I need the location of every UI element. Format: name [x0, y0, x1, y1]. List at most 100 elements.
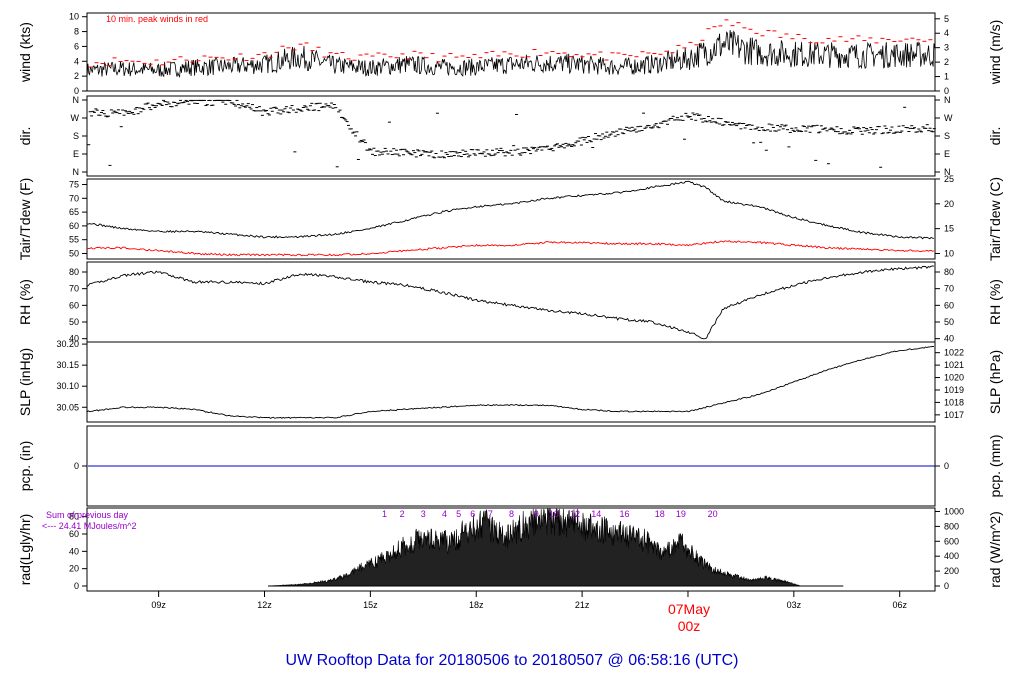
ylabel-left-temp: Tair/Tdew (F) — [17, 178, 33, 260]
tick-label-right-rh: 50 — [944, 317, 954, 327]
tick-label-right-rad: 400 — [944, 551, 959, 561]
tick-label-right-rh: 80 — [944, 267, 954, 277]
tick-label-right-slp: 1018 — [944, 397, 964, 407]
tick-label-left-rh: 70 — [69, 284, 79, 294]
rad-hour-mark: 3 — [421, 509, 426, 519]
tick-label-right-dir: S — [944, 131, 950, 141]
wind-peak-note: 10 min. peak winds in red — [106, 14, 208, 24]
x-tick-label: 18z — [469, 600, 484, 610]
panel-frame-wind — [86, 12, 936, 92]
rad-hour-mark: 5 — [456, 509, 461, 519]
tick-label-left-temp: 70 — [69, 193, 79, 203]
tick-label-left-rad: 40 — [69, 546, 79, 556]
tick-label-right-pcp: 0 — [944, 461, 949, 471]
panel-frame-temp — [86, 178, 936, 260]
x-tick-label: 12z — [257, 600, 272, 610]
x-tick-label: 03z — [787, 600, 802, 610]
tick-label-right-dir: E — [944, 149, 950, 159]
tick-label-right-slp: 1021 — [944, 360, 964, 370]
date-label: 07May — [668, 601, 710, 617]
tick-label-left-pcp: 0 — [74, 461, 79, 471]
tick-label-right-rh: 40 — [944, 334, 954, 344]
ylabel-left-rad: rad(Lgly/hr) — [17, 514, 33, 586]
x-tick-label: 09z — [151, 600, 166, 610]
labels-layer: wind (kts) wind (m/s) dir. dir. Tair/Tdew (F… — [17, 12, 1003, 610]
tick-label-right-dir: W — [944, 113, 953, 123]
tick-label-left-wind: 8 — [74, 27, 79, 37]
tick-label-left-rh: 40 — [69, 334, 79, 344]
tick-label-left-temp: 65 — [69, 207, 79, 217]
tick-label-right-dir: N — [944, 95, 951, 105]
tick-label-left-wind: 10 — [69, 12, 79, 22]
tick-label-right-rh: 60 — [944, 300, 954, 310]
tick-label-left-wind: 6 — [74, 41, 79, 51]
rad-hour-mark: 19 — [676, 509, 686, 519]
tick-label-left-dir: S — [73, 131, 79, 141]
tick-label-right-temp: 20 — [944, 199, 954, 209]
rad-hour-mark: 6 — [470, 509, 475, 519]
tick-label-left-dir: W — [71, 113, 80, 123]
rad-sum-value: <--- 24.41 MJoules/m^2 — [42, 521, 137, 531]
panel-frame-dir — [86, 95, 936, 177]
rad-hour-mark: 18 — [655, 509, 665, 519]
panel-frame-slp — [86, 341, 936, 423]
tick-label-left-temp: 60 — [69, 221, 79, 231]
tick-label-right-wind: 0 — [944, 86, 949, 96]
tick-label-right-temp: 25 — [944, 174, 954, 184]
tick-label-left-rad: 60 — [69, 529, 79, 539]
tick-label-right-temp: 10 — [944, 248, 954, 258]
ylabel-right-rh: RH (%) — [987, 279, 1003, 325]
tick-label-left-dir: N — [73, 167, 80, 177]
tick-label-left-rad: 80 — [69, 512, 79, 522]
tick-label-left-dir: N — [73, 95, 80, 105]
rad-hour-mark: 12 — [570, 509, 580, 519]
rad-hour-mark: 10 — [549, 509, 559, 519]
rad-hour-mark: 14 — [591, 509, 601, 519]
x-tick-label: 15z — [363, 600, 378, 610]
tick-label-left-wind: 2 — [74, 71, 79, 81]
tick-label-right-slp: 1022 — [944, 348, 964, 358]
panel-frame-rh — [86, 261, 936, 343]
tick-label-right-rad: 1000 — [944, 506, 964, 516]
tick-label-right-dir: N — [944, 167, 951, 177]
wind-speed-line — [86, 30, 936, 78]
rad-hour-mark: 16 — [619, 509, 629, 519]
tick-label-left-dir: E — [73, 149, 79, 159]
ylabel-right-temp: Tair/Tdew (C) — [987, 177, 1003, 261]
ylabel-right-dir: dir. — [987, 127, 1003, 146]
tick-label-right-slp: 1019 — [944, 385, 964, 395]
panels-layer — [82, 12, 940, 597]
rad-area — [268, 508, 801, 587]
tick-label-left-slp: 30.05 — [56, 402, 79, 412]
rad-hour-mark: 1 — [382, 509, 387, 519]
chart-title: UW Rooftop Data for 20180506 to 20180507… — [286, 652, 739, 669]
tick-label-right-wind: 4 — [944, 28, 949, 38]
date-label-hour: 00z — [678, 618, 701, 634]
dewpoint-line — [86, 240, 935, 257]
x-tick-label: 21z — [575, 600, 590, 610]
tick-label-right-rad: 800 — [944, 521, 959, 531]
tick-label-left-temp: 75 — [69, 180, 79, 190]
ylabel-left-slp: SLP (inHg) — [17, 348, 33, 416]
ylabel-left-dir: dir. — [17, 127, 33, 146]
tick-label-right-wind: 2 — [944, 57, 949, 67]
tick-label-right-slp: 1020 — [944, 373, 964, 383]
tick-label-right-rad: 0 — [944, 581, 949, 591]
ylabel-left-pcp: pcp. (in) — [17, 441, 33, 492]
tick-label-left-slp: 30.20 — [56, 339, 79, 349]
x-tick-label: 06z — [892, 600, 907, 610]
tick-label-left-temp: 50 — [69, 248, 79, 258]
tick-label-right-slp: 1017 — [944, 410, 964, 420]
tick-label-left-rad: 20 — [69, 564, 79, 574]
tick-label-left-wind: 0 — [74, 86, 79, 96]
tick-label-right-rh: 70 — [944, 284, 954, 294]
rad-hour-mark: 7 — [488, 509, 493, 519]
rad-hour-mark: 4 — [442, 509, 447, 519]
ylabel-left-wind: wind (kts) — [17, 22, 33, 83]
tick-label-left-wind: 4 — [74, 56, 79, 66]
rad-hour-mark: 2 — [400, 509, 405, 519]
rh-line — [86, 265, 934, 340]
tick-label-right-rad: 600 — [944, 536, 959, 546]
tick-label-right-temp: 15 — [944, 224, 954, 234]
